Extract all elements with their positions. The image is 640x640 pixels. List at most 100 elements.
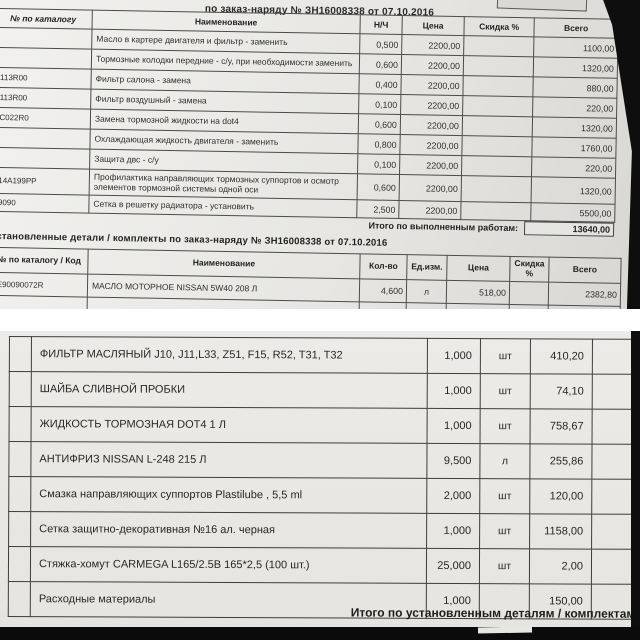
cell-hours: 0,100 <box>357 153 400 175</box>
cell-name: АНТИФРИЗ NISSAN L-248 215 Л <box>30 441 428 479</box>
parts-row: ФИЛЬТР МАСЛЯНЫЙ J10, J11,L33, Z51, F15, … <box>9 336 640 375</box>
cell-unit: л <box>479 443 531 479</box>
cell-name: ШАЙБА СЛИВНОЙ ПРОБКИ <box>31 371 428 409</box>
parts-col-total: Всего <box>548 257 622 284</box>
cell-total: 1320,00 <box>532 116 617 139</box>
top-photo-content: по заказ-наряду № ЗН16008338 от 07.10.20… <box>0 0 640 309</box>
bottom-photo-content: ФИЛЬТР МАСЛЯНЫЙ J10, J11,L33, Z51, F15, … <box>0 331 640 640</box>
cell-total: 5500,00 <box>530 202 616 223</box>
cell-unit: шт <box>480 408 531 444</box>
cell-hours: 0,500 <box>359 33 402 55</box>
cell-unit: шт <box>480 373 531 409</box>
cell-qty: 1,000 <box>427 373 481 409</box>
cell-hours: 0,100 <box>358 93 401 115</box>
cell-edge <box>8 476 31 512</box>
parts-continued-table: ФИЛЬТР МАСЛЯНЫЙ J10, J11,L33, Z51, F15, … <box>8 336 640 620</box>
cell-code <box>0 47 92 70</box>
works-col-total: Всего <box>533 17 619 39</box>
cell-code: 0C022R0 <box>0 107 91 130</box>
parts-row: ШАЙБА СЛИВНОЙ ПРОБКИ 1,000 шт 74,10 <box>9 371 640 410</box>
cell-price: 2200,00 <box>400 94 463 116</box>
cell-edge <box>9 336 32 372</box>
cell-hours: 0,800 <box>357 133 401 155</box>
cell-code <box>0 27 93 50</box>
cell-qty: 25,000 <box>426 548 480 584</box>
cell-edge <box>9 406 32 442</box>
parts-col-catalog: № по каталогу / Код <box>0 247 89 275</box>
cell-unit: шт <box>480 338 531 374</box>
cell-hours: 0,600 <box>358 113 401 135</box>
cell-name: ЖИДКОСТЬ ТОРМОЗНАЯ DOT4 1 Л <box>31 406 428 444</box>
cell-name: Сетка защитно-декоративная №16 ал. черна… <box>30 511 427 549</box>
parts-col-qty: Кол-во <box>359 253 408 280</box>
parts-section-title: Установленные детали / комплекты по зака… <box>0 230 388 249</box>
cell-qty: 1,000 <box>426 513 480 549</box>
works-total-value: 13640,00 <box>523 221 615 237</box>
cell-unit: л <box>406 279 447 304</box>
cell-price: 120,00 <box>529 478 592 515</box>
cell-total: 1320,00 <box>531 176 616 205</box>
cell-empty <box>0 295 88 309</box>
cell-discount <box>460 201 532 221</box>
cell-empty <box>547 305 621 309</box>
photo-bottom-shadow <box>0 626 640 640</box>
works-col-hours: Н/Ч <box>359 14 403 35</box>
cell-code: 3113R00 <box>0 87 91 110</box>
works-col-price: Цена <box>401 15 465 36</box>
parts-row: АНТИФРИЗ NISSAN L-248 215 Л 9,500 л 255,… <box>8 441 640 480</box>
cell-qty: 2,000 <box>426 478 480 514</box>
parts-table: № по каталогу / Код Наименование Кол-во … <box>0 247 622 309</box>
cell-discount <box>462 115 533 137</box>
cell-name: Смазка направляющих суппортов Plastilube… <box>30 476 427 514</box>
works-col-discount: Скидка % <box>463 16 535 37</box>
cell-empty <box>446 303 510 309</box>
cell-total: 1100,00 <box>533 36 618 59</box>
cell-unit: шт <box>479 513 530 549</box>
cell-unit: шт <box>479 548 530 584</box>
cell-edge <box>8 581 31 617</box>
cell-price: 2200,00 <box>400 74 464 96</box>
cell-total: 880,00 <box>532 76 618 99</box>
parts-col-unit: Ед.изм. <box>406 254 448 281</box>
cell-hours: 2,500 <box>356 199 400 219</box>
cell-total: 220,00 <box>532 96 617 119</box>
cell-discount <box>462 95 533 117</box>
cell-code: КЕ90090072R <box>0 272 88 298</box>
cell-price: 2200,00 <box>401 54 464 76</box>
cell-qty: 1,000 <box>427 408 481 444</box>
cell-qty: 4,600 <box>359 278 407 303</box>
works-table: № по каталогу Наименование Н/Ч Цена Скид… <box>0 8 619 223</box>
parts-row: Сетка защитно-декоративная №16 ал. черна… <box>8 511 639 550</box>
cell-price: 518,00 <box>446 280 510 305</box>
cell-discount <box>463 55 534 77</box>
parts-total-label: Итого по установленным деталям / комплек… <box>350 605 636 621</box>
cell-discount <box>463 35 534 57</box>
cell-price: 2200,00 <box>398 200 462 220</box>
cell-price: 2200,00 <box>399 154 462 176</box>
cell-unit: шт <box>479 478 530 514</box>
cell-discount <box>461 155 532 177</box>
cell-price: 255,86 <box>529 443 593 480</box>
cell-code: 8113R00 <box>0 67 92 90</box>
cell-total: 1320,00 <box>533 56 618 79</box>
cell-hours: 0,600 <box>357 173 400 201</box>
paper-notch <box>477 626 533 634</box>
cell-discount <box>509 281 549 306</box>
cell-empty <box>509 304 549 309</box>
cell-edge <box>8 441 32 477</box>
cell-hours: 0,600 <box>359 53 402 75</box>
cell-empty <box>406 302 447 309</box>
cell-empty <box>359 301 407 309</box>
cell-price: 1158,00 <box>529 513 592 550</box>
cell-price: 410,20 <box>530 338 593 375</box>
cell-qty: 9,500 <box>426 443 481 479</box>
cell-price: 2200,00 <box>399 134 463 156</box>
cell-price: 74,10 <box>530 373 593 410</box>
cell-price: 2200,00 <box>400 114 463 136</box>
parts-row: ЖИДКОСТЬ ТОРМОЗНАЯ DOT4 1 Л 1,000 шт 758… <box>9 406 640 445</box>
top-photo: по заказ-наряду № ЗН16008338 от 07.10.20… <box>0 0 640 309</box>
cell-edge <box>8 511 31 547</box>
cell-price: 2,00 <box>529 548 592 585</box>
cell-code: 09090 <box>0 193 90 214</box>
cell-discount <box>461 175 532 203</box>
